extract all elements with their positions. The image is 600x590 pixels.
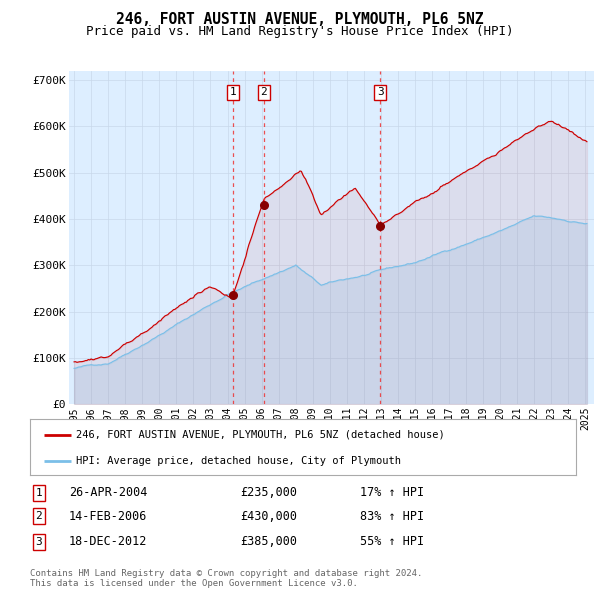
Text: 1: 1 [230, 87, 236, 97]
Text: 246, FORT AUSTIN AVENUE, PLYMOUTH, PL6 5NZ (detached house): 246, FORT AUSTIN AVENUE, PLYMOUTH, PL6 5… [76, 430, 445, 440]
Text: Price paid vs. HM Land Registry's House Price Index (HPI): Price paid vs. HM Land Registry's House … [86, 25, 514, 38]
Text: 3: 3 [377, 87, 383, 97]
Text: 14-FEB-2006: 14-FEB-2006 [69, 510, 148, 523]
Text: 2: 2 [35, 512, 43, 521]
Text: HPI: Average price, detached house, City of Plymouth: HPI: Average price, detached house, City… [76, 456, 401, 466]
Text: 1: 1 [35, 488, 43, 497]
Text: 18-DEC-2012: 18-DEC-2012 [69, 535, 148, 548]
Text: 17% ↑ HPI: 17% ↑ HPI [360, 486, 424, 499]
Text: 26-APR-2004: 26-APR-2004 [69, 486, 148, 499]
Text: 3: 3 [35, 537, 43, 546]
Text: 55% ↑ HPI: 55% ↑ HPI [360, 535, 424, 548]
Text: £385,000: £385,000 [240, 535, 297, 548]
Text: Contains HM Land Registry data © Crown copyright and database right 2024.
This d: Contains HM Land Registry data © Crown c… [30, 569, 422, 588]
Text: £430,000: £430,000 [240, 510, 297, 523]
Text: 83% ↑ HPI: 83% ↑ HPI [360, 510, 424, 523]
Text: £235,000: £235,000 [240, 486, 297, 499]
Text: 246, FORT AUSTIN AVENUE, PLYMOUTH, PL6 5NZ: 246, FORT AUSTIN AVENUE, PLYMOUTH, PL6 5… [116, 12, 484, 27]
Text: 2: 2 [260, 87, 267, 97]
